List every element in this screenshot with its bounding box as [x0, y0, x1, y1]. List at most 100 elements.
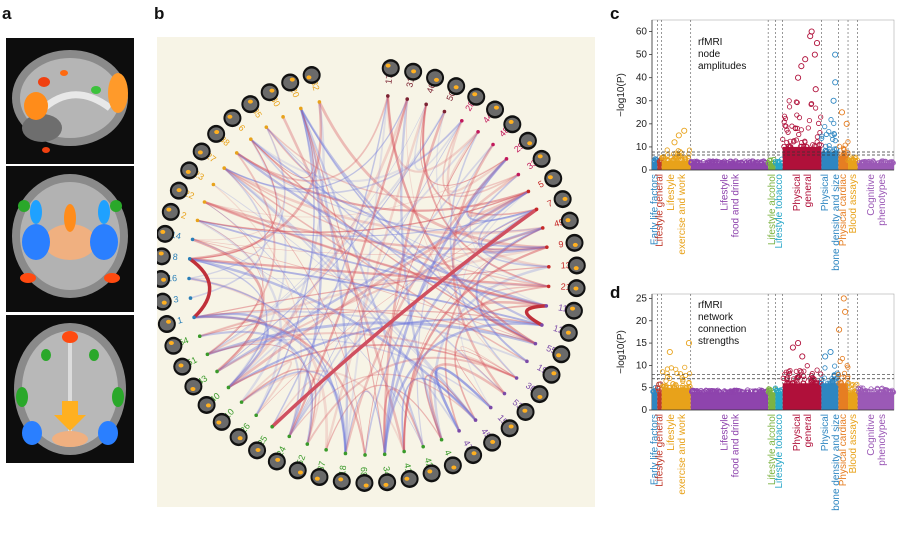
node-dot [249, 137, 253, 142]
plot-frame [651, 19, 895, 171]
data-point [794, 125, 800, 131]
node-dot [222, 166, 227, 170]
data-point [874, 388, 880, 395]
node-dot [457, 429, 461, 433]
data-point [808, 28, 815, 35]
connection-link [403, 246, 548, 452]
connection-link [386, 95, 479, 173]
data-point [758, 388, 764, 395]
data-point [809, 372, 815, 379]
connection-link [469, 158, 549, 287]
data-point [801, 368, 807, 374]
data-point [843, 120, 850, 127]
node-label: 31 [404, 76, 416, 88]
data-point [666, 348, 673, 356]
brain-sagittal-slice [6, 38, 134, 164]
category-points [659, 127, 693, 170]
connection-link [265, 108, 317, 174]
data-point [861, 389, 867, 395]
node-dot [215, 369, 219, 374]
connection-link [241, 368, 317, 445]
node-brain-thumbnail [443, 456, 462, 475]
data-point [793, 99, 799, 105]
y-tick-label: 15 [636, 338, 648, 349]
category-label: Lifestyle tobacco [774, 414, 785, 489]
node-brain-thumbnail [378, 473, 397, 492]
connection-link [207, 343, 313, 445]
data-point [782, 123, 788, 129]
connection-link [227, 190, 530, 389]
node-brain-thumbnail [157, 270, 171, 289]
strong-connection-link [524, 304, 547, 327]
data-point [828, 117, 834, 123]
node-dot [202, 200, 207, 204]
category-point-band [661, 160, 691, 170]
data-point [659, 369, 666, 375]
node-dot [324, 448, 328, 452]
connection-link [192, 238, 265, 373]
y-tick-label: 10 [636, 360, 648, 371]
connection-link [241, 369, 406, 452]
data-point [789, 344, 796, 351]
data-point [845, 364, 851, 370]
node-dot [299, 106, 303, 111]
category-points [688, 158, 769, 170]
data-point [802, 139, 808, 145]
data-point [793, 368, 799, 374]
node-label: 41 [402, 462, 414, 474]
data-point [819, 376, 825, 383]
data-point [796, 115, 803, 121]
category-point-band [857, 392, 894, 410]
connection-link [383, 111, 446, 455]
data-point [711, 387, 717, 394]
data-point [879, 385, 885, 391]
connection-link [435, 366, 492, 432]
data-point [693, 159, 699, 166]
connection-link [194, 315, 367, 456]
node-brain-thumbnail [302, 66, 321, 85]
data-point [792, 125, 799, 132]
data-point [797, 143, 804, 150]
node-label: 4 [442, 448, 453, 457]
category-label: Lifestyle general [655, 414, 666, 487]
category-point-band [848, 160, 858, 170]
node-brain-thumbnail [207, 124, 226, 143]
data-point [794, 112, 800, 118]
data-point [827, 348, 834, 356]
node-brain-thumbnail [483, 433, 502, 452]
connection-link [236, 152, 543, 233]
node-brain-thumbnail [180, 161, 199, 180]
node-brain-thumbnail [173, 357, 192, 376]
connection-link [193, 315, 347, 454]
connection-link [199, 319, 263, 356]
category-point-band [857, 163, 894, 170]
data-point [660, 383, 666, 389]
connection-link [458, 190, 529, 408]
connection-link [344, 390, 386, 455]
node-dot [254, 413, 258, 418]
node-dot [195, 218, 200, 223]
connection-link [435, 111, 547, 307]
data-point [794, 380, 800, 386]
plot-d-annotation: rfMRI network connection strengths [698, 300, 747, 347]
connection-link [192, 239, 547, 256]
data-point [832, 138, 838, 144]
connection-link [403, 285, 549, 452]
category-label: Blood assays [848, 414, 859, 473]
data-point [710, 388, 716, 395]
y-axis-label: −log10(P) [616, 330, 627, 374]
category-point-band [838, 383, 849, 410]
connection-link [421, 104, 537, 216]
node-brain-thumbnail [567, 279, 586, 298]
node-label: 34 [381, 466, 392, 477]
connection-link [433, 265, 550, 441]
data-point [656, 388, 662, 394]
node-brain-thumbnail [157, 292, 172, 311]
node-dot [424, 102, 428, 107]
node-brain-thumbnail [565, 233, 584, 252]
node-brain-thumbnail [486, 100, 505, 119]
data-point [833, 146, 839, 152]
category-label: Lifestylefood and drink [719, 413, 741, 477]
data-point [829, 377, 836, 383]
connection-link [204, 201, 346, 454]
